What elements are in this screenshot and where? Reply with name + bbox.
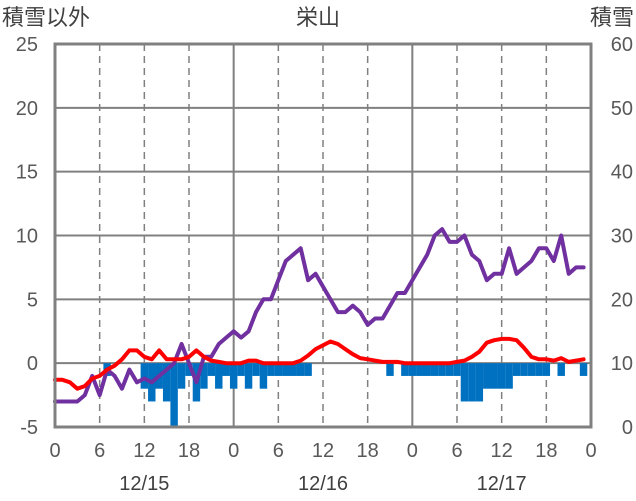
left-tick-label: -5 — [20, 417, 38, 439]
snow-bar — [296, 363, 305, 376]
snow-bar — [430, 363, 439, 376]
snow-bar — [423, 363, 431, 376]
snow-bar — [490, 363, 498, 389]
snow-bar — [535, 363, 543, 376]
snow-bar — [222, 363, 230, 376]
date-label: 12/16 — [298, 473, 348, 495]
x-tick-label: 0 — [49, 440, 60, 462]
snow-bar — [445, 363, 454, 376]
snow-bar — [162, 363, 171, 402]
snow-bar — [244, 363, 253, 389]
snow-bar — [267, 363, 275, 376]
right-tick-label: 60 — [611, 34, 633, 56]
right-axis-title: 積雪 — [590, 5, 634, 30]
x-tick-label: 12 — [312, 440, 334, 462]
snow-bar — [274, 363, 283, 376]
left-tick-label: 0 — [27, 353, 38, 375]
x-tick-label: 18 — [535, 440, 557, 462]
left-tick-label: 25 — [16, 34, 38, 56]
right-axis-ticks: 60 50 40 30 20 10 0 — [611, 34, 633, 439]
right-tick-label: 50 — [611, 98, 633, 120]
left-axis-ticks: 25 20 15 10 5 0 -5 — [16, 34, 38, 439]
snow-bar — [460, 363, 469, 402]
snow-bar — [252, 363, 260, 376]
x-tick-label: 0 — [228, 440, 239, 462]
right-tick-label: 20 — [611, 289, 633, 311]
snow-bar — [579, 363, 588, 376]
snow-bar — [282, 363, 290, 376]
left-axis-title: 積雪以外 — [2, 5, 90, 30]
right-tick-label: 40 — [611, 162, 633, 184]
snow-bar — [304, 363, 312, 376]
x-tick-label: 6 — [94, 440, 105, 462]
snow-bar — [177, 363, 186, 389]
snow-bar — [207, 363, 216, 376]
right-tick-label: 0 — [622, 417, 633, 439]
snow-bar — [170, 363, 178, 427]
left-tick-label: 15 — [16, 162, 38, 184]
x-tick-label: 0 — [407, 440, 418, 462]
right-tick-label: 30 — [611, 226, 633, 248]
red-line — [53, 336, 586, 391]
snow-bar — [505, 363, 513, 389]
x-tick-label: 12 — [491, 440, 513, 462]
plot-frame — [53, 42, 593, 429]
snow-bar — [527, 363, 536, 376]
x-tick-label: 6 — [451, 440, 462, 462]
snow-bar — [215, 363, 223, 389]
snow-bar — [237, 363, 245, 376]
x-tick-label: 18 — [357, 440, 379, 462]
snow-bar — [453, 363, 461, 376]
x-tick-label: 18 — [178, 440, 200, 462]
left-tick-label: 20 — [16, 98, 38, 120]
x-tick-label: 6 — [273, 440, 284, 462]
left-tick-label: 5 — [27, 289, 38, 311]
snow-bar — [483, 363, 491, 389]
right-tick-label: 10 — [611, 353, 633, 375]
x-tick-label: 12 — [133, 440, 155, 462]
snow-bar — [229, 363, 238, 389]
snow-bar — [401, 363, 409, 376]
snow-bar — [438, 363, 446, 376]
snow-bar — [386, 363, 394, 376]
snow-bar — [497, 363, 506, 389]
x-tick-label: 0 — [585, 440, 596, 462]
date-label: 12/17 — [477, 473, 527, 495]
snow-bar — [468, 363, 476, 402]
snow-bar — [259, 363, 268, 389]
snow-bar — [475, 363, 484, 402]
snow-bar — [416, 363, 424, 376]
snow-bar — [408, 363, 417, 376]
snow-bar — [520, 363, 528, 376]
snow-bar — [200, 363, 208, 389]
snow-bar — [289, 363, 297, 376]
purple-line — [53, 227, 586, 404]
snow-bar — [185, 363, 193, 376]
date-labels: 12/15 12/16 12/17 — [119, 473, 526, 495]
lines — [53, 227, 586, 404]
date-label: 12/15 — [119, 473, 169, 495]
snow-bar — [557, 363, 565, 376]
x-axis-ticks: 0 6 12 18 0 6 12 18 0 6 12 18 0 — [49, 440, 596, 462]
snow-bar — [542, 363, 551, 376]
snow-bar — [512, 363, 521, 376]
snow-bar — [140, 363, 149, 389]
grid — [55, 44, 591, 427]
left-tick-label: 10 — [16, 226, 38, 248]
chart-title: 栄山 — [296, 5, 340, 30]
